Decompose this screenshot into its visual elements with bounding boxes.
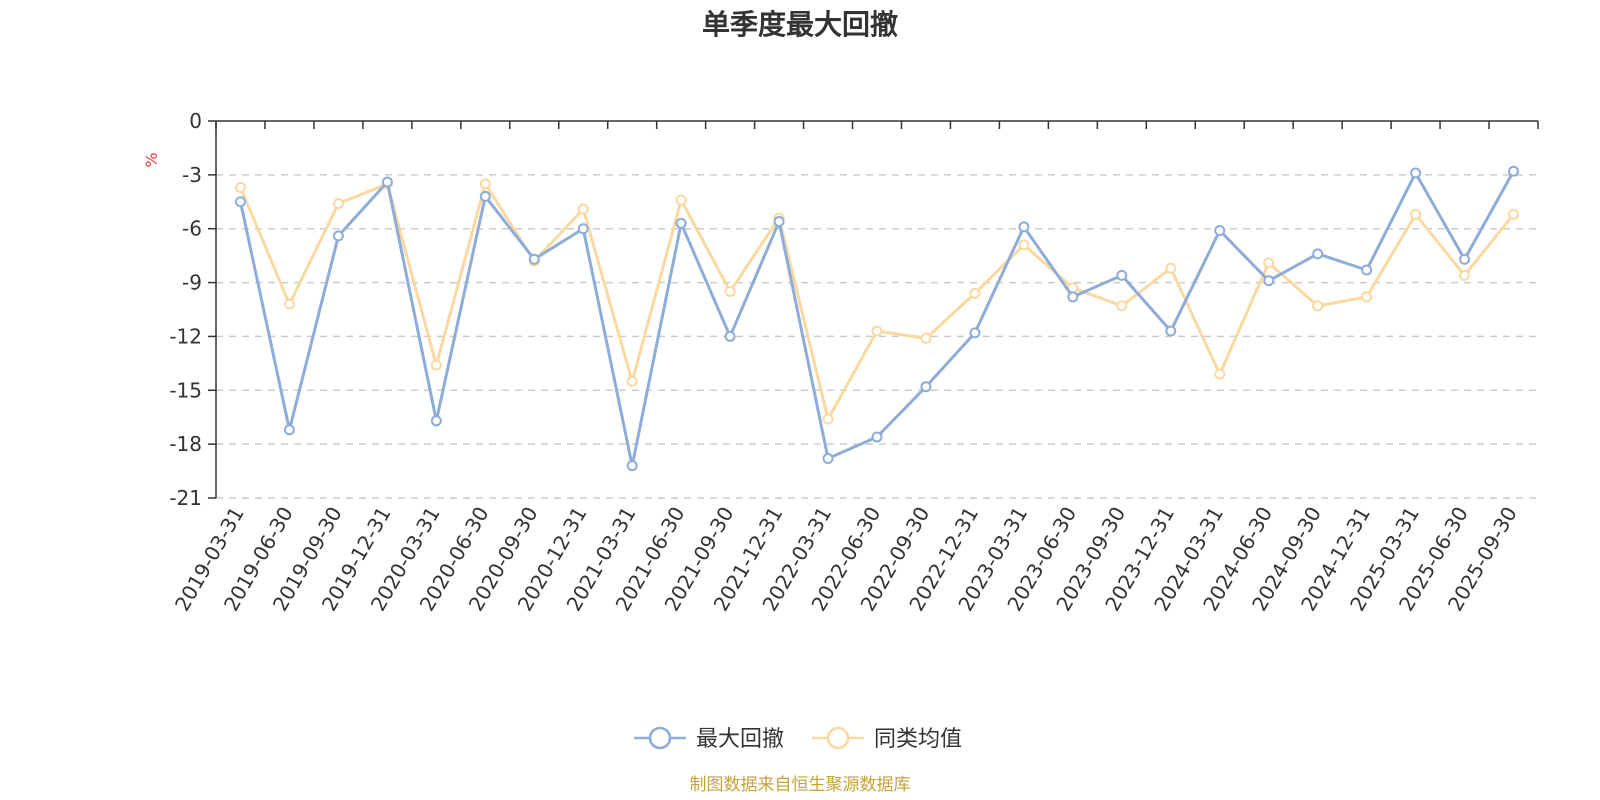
legend: 最大回撤 同类均值	[634, 726, 962, 752]
data-point[interactable]	[1263, 275, 1275, 287]
y-tick-label: -3	[182, 163, 202, 187]
legend-item-peer-average[interactable]: 同类均值	[812, 726, 962, 752]
y-tick-label: -18	[169, 432, 202, 456]
data-point[interactable]	[1018, 221, 1030, 233]
data-point[interactable]	[1410, 167, 1422, 179]
data-point[interactable]	[969, 287, 981, 299]
data-point[interactable]	[577, 203, 589, 215]
data-point[interactable]	[381, 176, 393, 188]
legend-item-max-drawdown[interactable]: 最大回撤	[634, 726, 784, 752]
data-point[interactable]	[626, 375, 638, 387]
data-point[interactable]	[675, 194, 687, 206]
data-point[interactable]	[969, 327, 981, 339]
data-point[interactable]	[1312, 300, 1324, 312]
data-source-note: 制图数据来自恒生聚源数据库	[690, 775, 911, 795]
data-point[interactable]	[1018, 239, 1030, 251]
data-point[interactable]	[1459, 269, 1471, 281]
chart-title: 单季度最大回撤	[702, 8, 898, 41]
data-point[interactable]	[479, 178, 491, 190]
data-point[interactable]	[822, 413, 834, 425]
data-point[interactable]	[1508, 208, 1520, 220]
data-point[interactable]	[234, 181, 246, 193]
legend-label-peer-average: 同类均值	[874, 727, 962, 752]
y-tick-label: -12	[169, 324, 202, 348]
data-point[interactable]	[528, 253, 540, 265]
y-axis-unit: %	[142, 152, 161, 167]
data-point[interactable]	[1263, 257, 1275, 269]
data-point[interactable]	[773, 216, 785, 228]
y-tick-label: -6	[182, 217, 202, 241]
data-point[interactable]	[479, 190, 491, 202]
data-point[interactable]	[234, 196, 246, 208]
legend-marker-max-drawdown	[648, 726, 672, 750]
data-point[interactable]	[675, 217, 687, 229]
data-point[interactable]	[1312, 248, 1324, 260]
data-point[interactable]	[920, 381, 932, 393]
axes	[215, 120, 1539, 498]
data-point[interactable]	[577, 223, 589, 235]
data-point[interactable]	[430, 359, 442, 371]
y-tick-label: -21	[169, 486, 202, 510]
data-point[interactable]	[822, 453, 834, 465]
y-tick-label: -15	[169, 378, 202, 402]
data-point[interactable]	[1214, 225, 1226, 237]
data-point[interactable]	[1165, 325, 1177, 337]
data-point[interactable]	[626, 460, 638, 472]
series-line-1	[239, 182, 1515, 421]
data-point[interactable]	[1508, 165, 1520, 177]
data-point[interactable]	[332, 230, 344, 242]
data-point[interactable]	[724, 286, 736, 298]
series-group	[234, 165, 1520, 472]
data-point[interactable]	[1116, 269, 1128, 281]
x-axis-ticks: 2019-03-312019-06-302019-09-302019-12-31…	[170, 502, 1522, 615]
data-point[interactable]	[1214, 368, 1226, 380]
data-point[interactable]	[1361, 291, 1373, 303]
data-point[interactable]	[1361, 264, 1373, 276]
y-tick-label: 0	[189, 109, 202, 133]
data-point[interactable]	[1165, 262, 1177, 274]
data-point[interactable]	[1067, 291, 1079, 303]
legend-marker-peer-average	[826, 726, 850, 750]
y-tick-label: -9	[182, 271, 202, 295]
data-point[interactable]	[871, 325, 883, 337]
data-point[interactable]	[283, 298, 295, 310]
data-point[interactable]	[332, 198, 344, 210]
data-point[interactable]	[430, 415, 442, 427]
data-point[interactable]	[871, 431, 883, 443]
data-point[interactable]	[1410, 208, 1422, 220]
data-point[interactable]	[724, 330, 736, 342]
data-point[interactable]	[920, 332, 932, 344]
data-point[interactable]	[1116, 300, 1128, 312]
legend-label-max-drawdown: 最大回撤	[696, 727, 784, 752]
y-axis-ticks: 0 -3 -6 -9 -12 -15 -18 -21	[169, 109, 216, 510]
data-point[interactable]	[283, 424, 295, 436]
data-point[interactable]	[1459, 253, 1471, 265]
